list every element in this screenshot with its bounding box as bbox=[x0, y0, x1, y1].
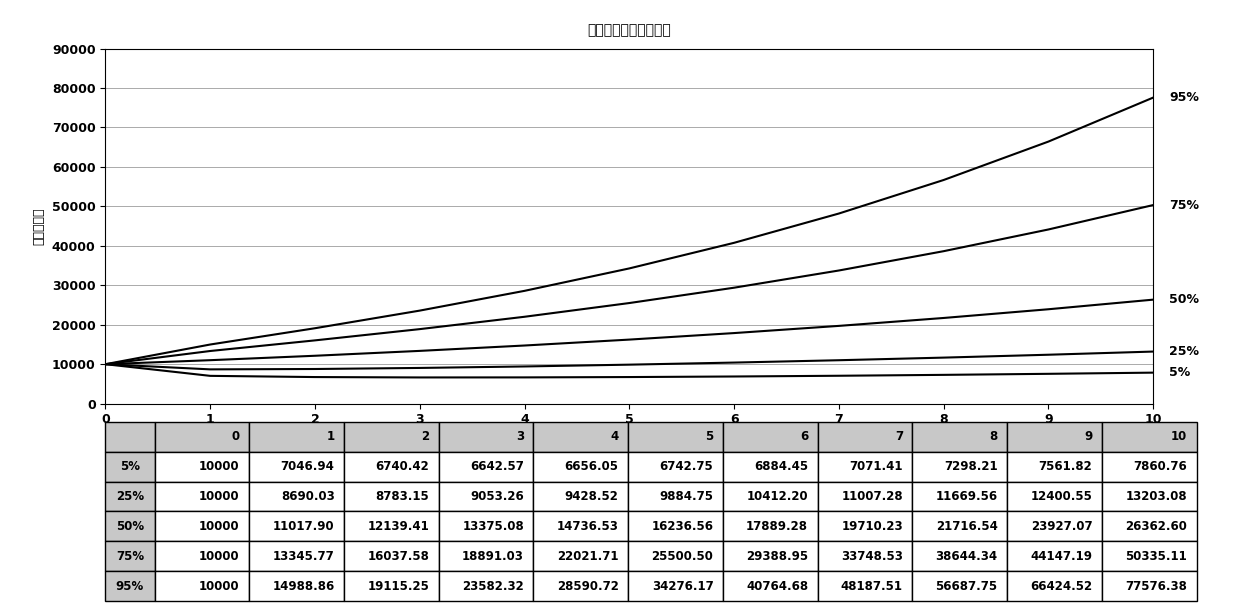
Text: 75%: 75% bbox=[1169, 198, 1199, 212]
Text: 95%: 95% bbox=[1169, 91, 1199, 104]
Title: 正态分布情形资产总値: 正态分布情形资产总値 bbox=[588, 24, 671, 38]
Y-axis label: 资产总价値: 资产总价値 bbox=[32, 208, 45, 245]
Text: 5%: 5% bbox=[1169, 366, 1190, 379]
Text: 50%: 50% bbox=[1169, 293, 1199, 306]
Text: 25%: 25% bbox=[1169, 345, 1199, 358]
